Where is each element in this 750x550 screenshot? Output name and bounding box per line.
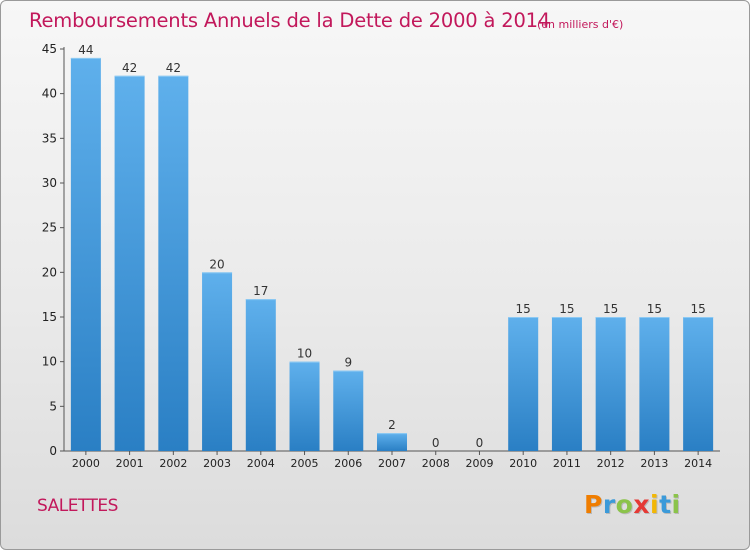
data-label: 10	[297, 347, 312, 361]
y-tick-label: 30	[42, 176, 57, 190]
chart-subtitle: (en milliers d'€)	[537, 18, 624, 31]
bar-2004	[245, 299, 276, 451]
bar-2013	[639, 317, 670, 451]
logo-letter: r	[602, 490, 616, 519]
data-label: 9	[344, 356, 352, 370]
bar-2005	[289, 361, 320, 451]
bar-2001	[114, 75, 145, 452]
data-label: 15	[690, 302, 705, 316]
data-label: 15	[603, 302, 618, 316]
data-label: 15	[647, 302, 662, 316]
data-label: 0	[432, 436, 440, 450]
data-label: 2	[388, 418, 396, 432]
bar-highlight	[683, 317, 714, 318]
data-label: 42	[166, 61, 181, 75]
bar-highlight	[114, 75, 145, 77]
bar-highlight	[377, 433, 407, 435]
bar-2002	[158, 75, 189, 452]
bars	[70, 57, 714, 452]
y-tick-label: 20	[42, 265, 57, 279]
y-tick-label: 35	[42, 131, 57, 145]
data-label: 20	[209, 257, 224, 271]
proxiti-logo: Proxiti	[584, 490, 681, 519]
bar-2011	[551, 317, 582, 451]
x-tick-label: 2008	[422, 457, 450, 470]
logo-letter: P	[584, 490, 603, 519]
y-tick-label: 5	[49, 399, 57, 413]
y-tick-label: 0	[49, 444, 57, 458]
data-label: 42	[122, 61, 137, 75]
data-label: 17	[253, 284, 268, 298]
x-tick-label: 2005	[291, 457, 319, 470]
bar-highlight	[70, 57, 101, 59]
bar-highlight	[289, 361, 320, 363]
bar-highlight	[551, 317, 582, 318]
x-tick-label: 2001	[116, 457, 144, 470]
x-tick-label: 2007	[378, 457, 406, 470]
x-tick-label: 2009	[465, 457, 493, 470]
bar-2010	[508, 317, 539, 451]
y-tick-label: 45	[42, 42, 57, 56]
logo-letter: i	[671, 490, 681, 519]
data-label: 15	[516, 302, 531, 316]
data-label: 15	[559, 302, 574, 316]
x-tick-label: 2012	[597, 457, 625, 470]
logo-letter: o	[615, 490, 634, 519]
data-label: 44	[78, 43, 93, 57]
bar-highlight	[639, 317, 670, 318]
bar-2014	[683, 317, 714, 451]
bar-highlight	[595, 317, 626, 318]
bar-highlight	[333, 370, 364, 372]
logo-letter: x	[633, 490, 650, 519]
bar-highlight	[158, 75, 189, 77]
logo-letter: t	[659, 490, 672, 519]
bar-highlight	[245, 299, 276, 301]
x-tick-label: 2010	[509, 457, 537, 470]
bar-highlight	[508, 317, 539, 318]
x-tick-label: 2011	[553, 457, 581, 470]
x-tick-label: 2000	[72, 457, 100, 470]
x-tick-label: 2006	[334, 457, 362, 470]
logo-letter: i	[650, 490, 660, 519]
bar-highlight	[202, 272, 233, 274]
bar-2000	[70, 57, 101, 451]
bar-2006	[333, 370, 364, 451]
x-tick-label: 2004	[247, 457, 275, 470]
data-label: 0	[476, 436, 484, 450]
x-tick-label: 2002	[159, 457, 187, 470]
x-tick-label: 2014	[684, 457, 712, 470]
x-tick-label: 2003	[203, 457, 231, 470]
bar-2012	[595, 317, 626, 451]
commune-name: SALETTES	[37, 496, 118, 516]
y-tick-label: 10	[42, 355, 57, 369]
x-tick-label: 2013	[640, 457, 668, 470]
bar-2007	[377, 433, 407, 451]
chart-title: Remboursements Annuels de la Dette de 20…	[29, 9, 551, 32]
y-tick-label: 15	[42, 310, 57, 324]
bar-2003	[202, 272, 233, 451]
y-tick-label: 40	[42, 87, 57, 101]
y-tick-label: 25	[42, 221, 57, 235]
